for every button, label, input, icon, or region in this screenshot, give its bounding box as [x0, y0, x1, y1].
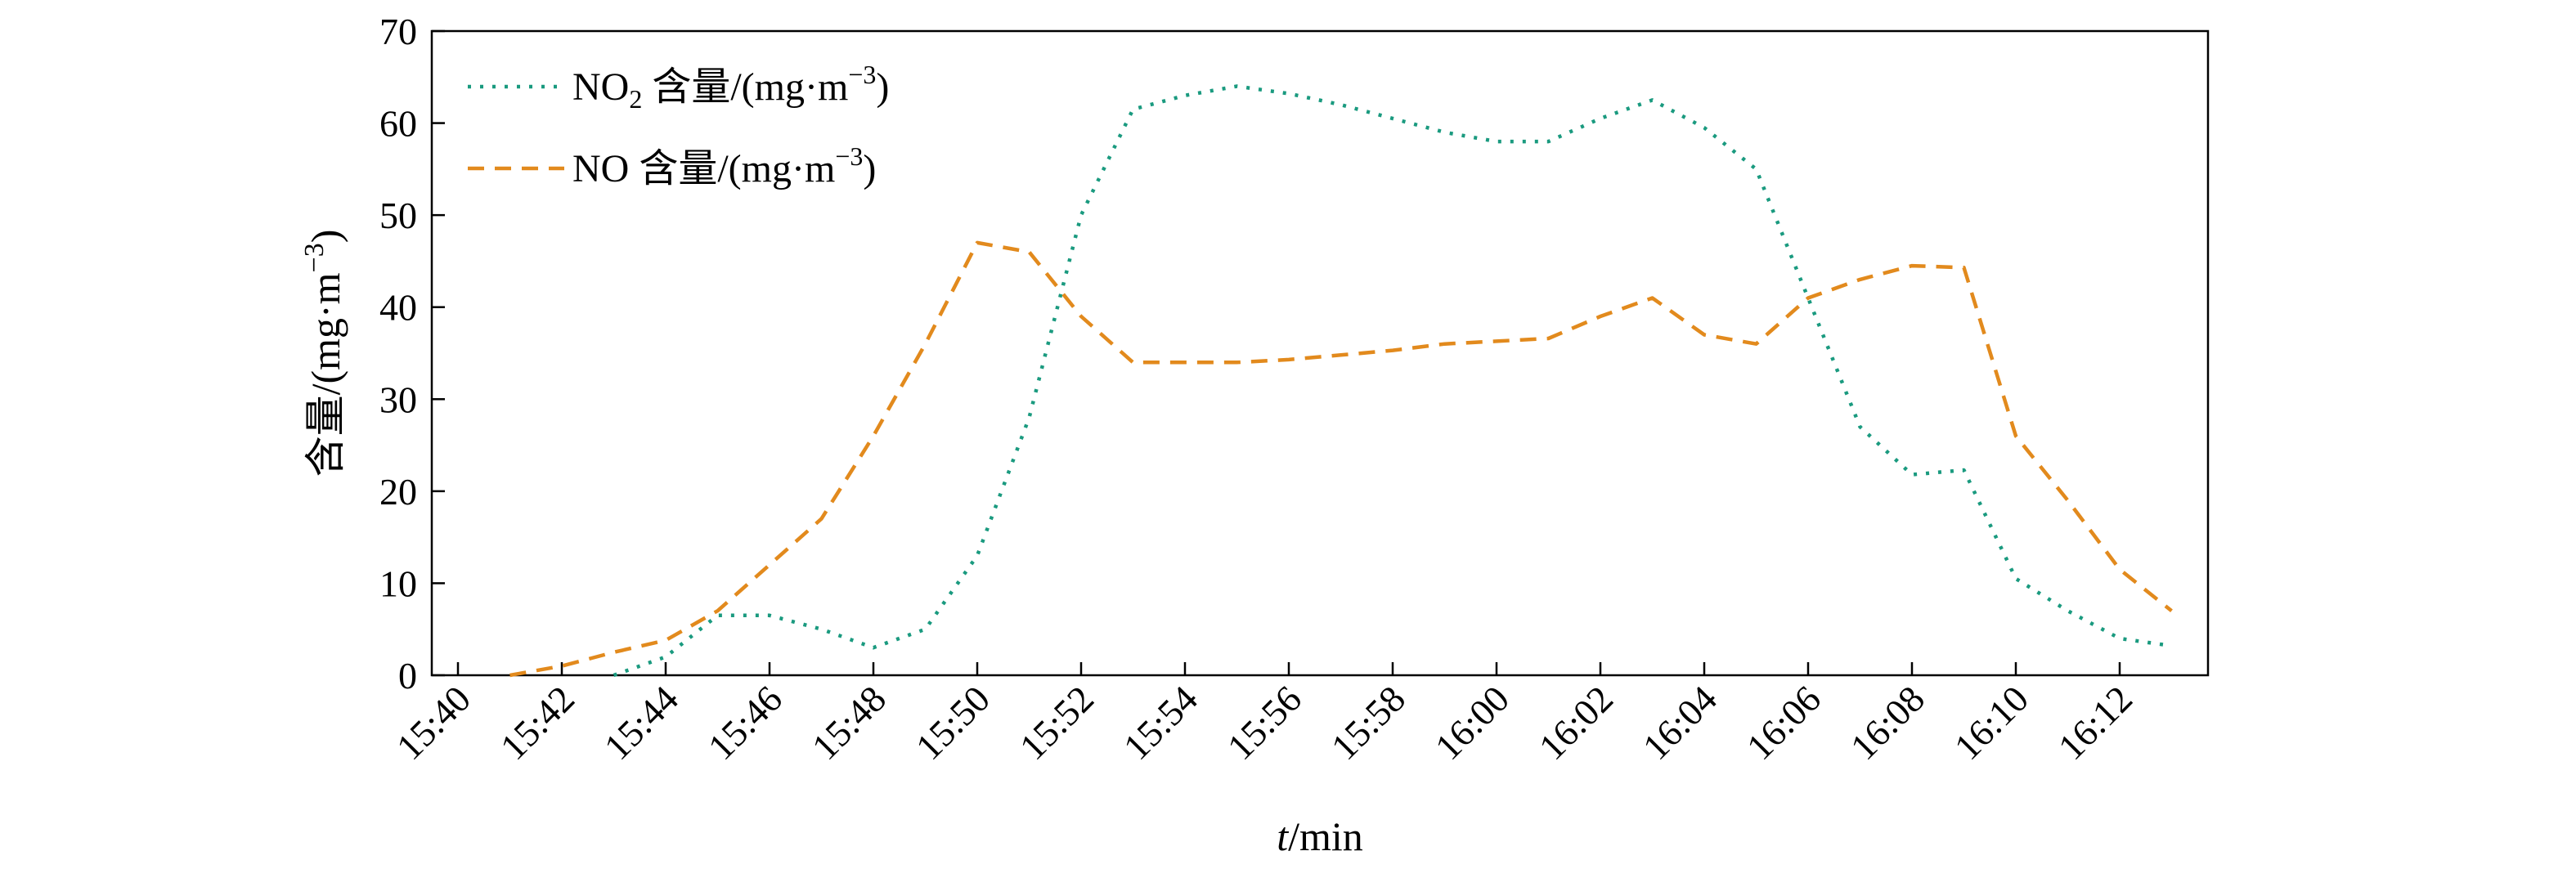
x-tick-label: 15:48	[804, 678, 894, 768]
y-axis: 0 10 20 30 40 50 60 70	[379, 11, 445, 697]
legend-item-no2: NO2 含量/(mg·m−3)	[468, 60, 889, 114]
series-layer	[509, 84, 2173, 678]
series-line-no	[509, 240, 2173, 678]
legend: NO2 含量/(mg·m−3) NO 含量/(mg·m−3)	[468, 60, 889, 190]
y-tick-label: 40	[379, 287, 417, 329]
y-tick-label: 50	[379, 195, 417, 236]
y-tick-label: 60	[379, 103, 417, 145]
x-tick-label: 15:46	[700, 678, 790, 768]
series-line-no2	[613, 84, 2172, 678]
y-tick-label: 20	[379, 471, 417, 513]
x-axis-title: t/min	[1277, 813, 1363, 859]
x-tick-label: 16:08	[1842, 678, 1932, 768]
x-axis: 15:40 15:42 15:44 15:46 15:48 15:50 15:52 15:54…	[388, 662, 2140, 768]
x-tick-label: 16:04	[1635, 678, 1725, 768]
legend-label-no2: NO2 含量/(mg·m−3)	[572, 60, 889, 114]
x-tick-label: 15:54	[1115, 678, 1205, 768]
plot-frame	[430, 29, 2210, 677]
x-tick-label: 15:52	[1012, 678, 1102, 768]
x-tick-label: 15:56	[1219, 678, 1309, 768]
y-tick-label: 0	[398, 655, 417, 697]
x-tick-label: 16:02	[1531, 678, 1621, 768]
x-tick-label: 16:06	[1739, 678, 1829, 768]
legend-label-no: NO 含量/(mg·m−3)	[572, 141, 876, 190]
x-tick-label: 16:00	[1427, 678, 1517, 768]
x-tick-label: 15:44	[596, 678, 686, 768]
y-axis-title: 含量/(mg·m−3)	[299, 230, 348, 477]
y-tick-label: 70	[379, 11, 417, 52]
x-tick-label: 15:50	[908, 678, 998, 768]
x-tick-label: 16:10	[1946, 678, 2036, 768]
y-tick-label: 30	[379, 379, 417, 420]
x-tick-label: 15:58	[1323, 678, 1413, 768]
legend-item-no: NO 含量/(mg·m−3)	[468, 141, 876, 190]
x-tick-label: 16:12	[2050, 678, 2140, 768]
y-tick-label: 10	[379, 562, 417, 604]
x-tick-label: 15:42	[492, 678, 582, 768]
